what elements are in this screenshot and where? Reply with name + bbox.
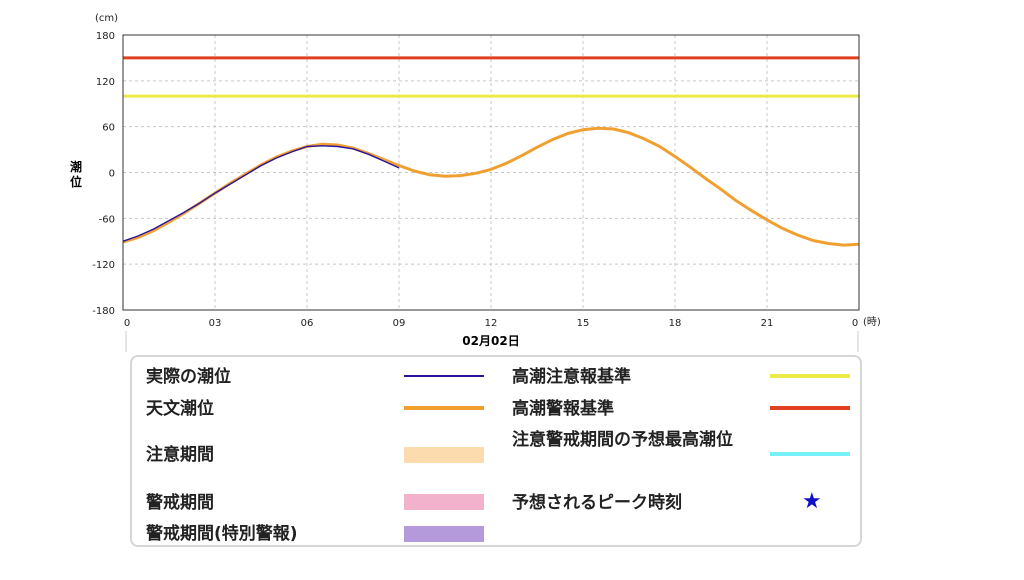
legend-label-predicted-max-tide: 注意警戒期間の予想最高潮位 [512,430,733,450]
legend-line-actual-tide [404,375,484,377]
y-axis-label-2: 位 [70,174,82,189]
legend-line-warning-criterion [770,406,850,410]
legend-star-icon: ★ [802,489,822,514]
legend-swatch-special-warning-period [404,526,484,542]
y-tick-label: -180 [92,306,115,317]
plot-frame [122,34,860,311]
y-axis-label-1: 潮 [70,159,82,174]
legend: 実際の潮位 天文潮位 注意期間 警戒期間 警戒期間(特別警報) 高潮注意報基準 … [130,355,862,547]
x-tick-label: 15 [577,318,590,329]
y-tick-label: 180 [96,31,115,42]
y-tick-label: -120 [92,260,115,271]
reference-lines [123,56,859,98]
tide-chart: 180 120 60 0 -60 -120 -180 0 03 06 09 12 15 18 21 0 (c… [70,13,881,352]
legend-label-astronomical-tide: 天文潮位 [146,399,214,419]
x-tick-label: 12 [485,318,498,329]
legend-line-astronomical-tide [404,406,484,410]
y-unit-label: (cm) [95,13,118,24]
series-lines [122,126,860,247]
legend-line-predicted-max-tide [770,452,850,456]
legend-line-advisory-criterion [770,374,850,378]
legend-label-advisory-criterion: 高潮注意報基準 [512,367,631,387]
y-tick-label: 60 [102,123,115,134]
x-tick-label: 21 [761,318,774,329]
y-axis-ticks: 180 120 60 0 -60 -120 -180 [92,31,115,317]
legend-label-peak-time: 予想されるピーク時刻 [512,493,682,513]
y-tick-label: -60 [99,214,115,225]
legend-label-actual-tide: 実際の潮位 [146,367,231,387]
legend-label-warning-criterion: 高潮警報基準 [512,399,614,419]
x-tick-label: 18 [669,318,682,329]
x-tick-label: 03 [209,318,222,329]
x-tick-label: 06 [301,318,314,329]
y-tick-label: 0 [109,169,115,180]
legend-swatch-advisory-period [404,447,484,463]
x-tick-label: 0 [124,318,130,329]
x-axis-ticks: 0 03 06 09 12 15 18 21 0 [124,318,858,329]
legend-swatch-warning-period [404,494,484,510]
legend-label-special-warning-period: 警戒期間(特別警報) [146,524,298,544]
y-tick-label: 120 [96,77,115,88]
x-unit-label: (時) [863,316,881,328]
legend-label-warning-period: 警戒期間 [146,493,214,513]
series-actual-tide [122,145,400,242]
date-label: 02月02日 [462,334,519,348]
x-tick-label: 0 [852,318,858,329]
x-tick-label: 09 [393,318,406,329]
legend-label-advisory-period: 注意期間 [146,445,214,465]
grid [123,35,859,310]
